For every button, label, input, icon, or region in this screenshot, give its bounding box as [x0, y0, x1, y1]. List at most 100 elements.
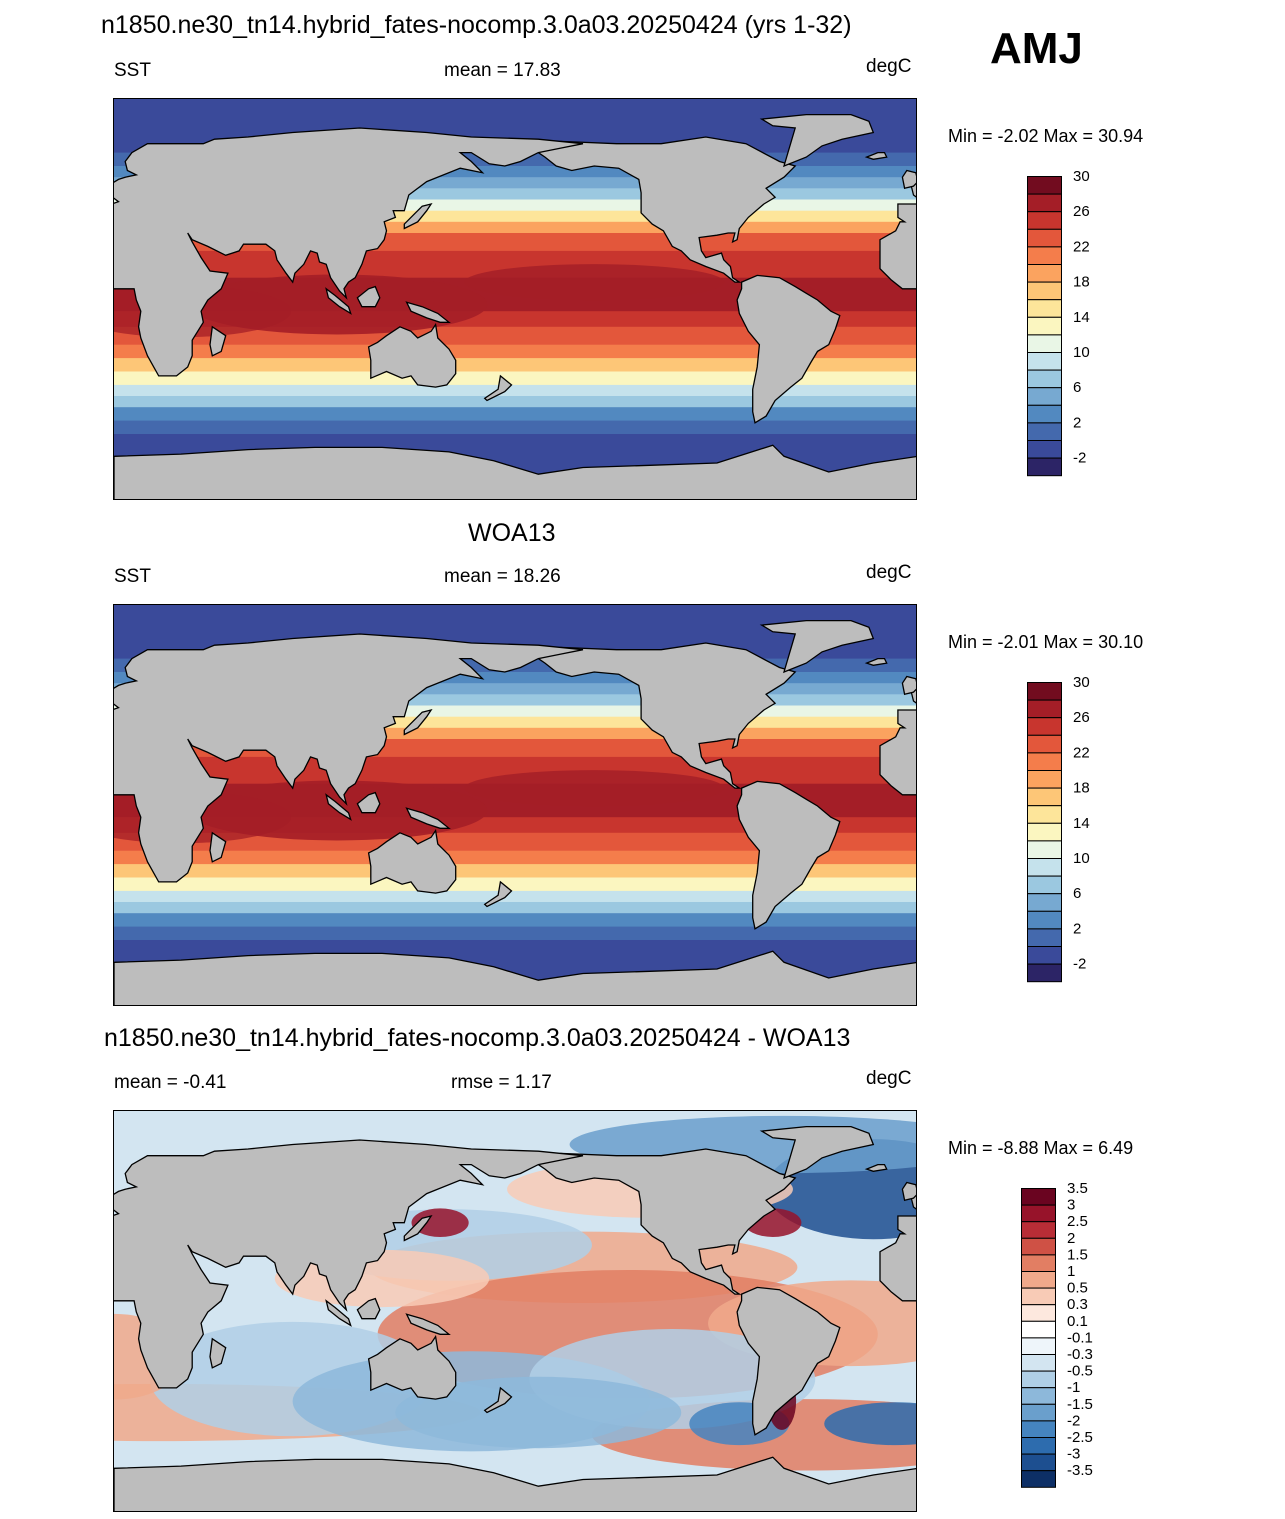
- model-colorbar-color-box: [1027, 404, 1062, 424]
- model-variable-label: SST: [114, 60, 151, 81]
- obs-colorbar-color-box: [1027, 822, 1062, 842]
- model-colorbar-tick-label: 22: [1073, 238, 1090, 255]
- model-colorbar-color-box: [1027, 299, 1062, 318]
- obs-colorbar-color-box: [1027, 893, 1062, 912]
- model-panel-title: n1850.ne30_tn14.hybrid_fates-nocomp.3.0a…: [101, 11, 852, 39]
- model-colorbar-tick-label: 10: [1073, 344, 1090, 361]
- diff-colorbar-color-box: [1021, 1320, 1056, 1339]
- model-colorbar-color-box: [1027, 387, 1062, 406]
- model-colorbar-color-box: [1027, 176, 1062, 195]
- model-colorbar-color-box: [1027, 352, 1062, 371]
- model-colorbar-tick-label: 2: [1073, 414, 1081, 431]
- obs-colorbar-tick-label: 14: [1073, 815, 1090, 832]
- model-units-label: degC: [866, 56, 912, 77]
- diff-colorbar-color-box: [1021, 1387, 1056, 1405]
- diff-colorbar-color-box: [1021, 1254, 1056, 1273]
- obs-colorbar-color-box: [1027, 910, 1062, 930]
- model-colorbar-color-box: [1027, 334, 1062, 353]
- diff-sst-map: [113, 1110, 917, 1512]
- model-colorbar-color-box: [1027, 316, 1062, 336]
- diff-colorbar-color-box: [1021, 1420, 1056, 1438]
- obs-sst-map: [113, 604, 917, 1006]
- diff-colorbar-color-box: [1021, 1470, 1056, 1488]
- season-label: AMJ: [990, 24, 1083, 73]
- obs-panel-title: WOA13: [468, 519, 556, 547]
- obs-colorbar-color-box: [1027, 875, 1062, 895]
- model-colorbar-color-box: [1027, 281, 1062, 301]
- model-colorbar-tick-label: 30: [1073, 168, 1090, 185]
- model-colorbar-color-box: [1027, 264, 1062, 283]
- diff-colorbar-tick-label: 2.5: [1067, 1213, 1088, 1230]
- obs-colorbar-color-box: [1027, 858, 1062, 877]
- obs-colorbar-color-box: [1027, 770, 1062, 789]
- model-sst-map: [113, 98, 917, 500]
- diff-colorbar-tick-label: 1: [1067, 1263, 1075, 1280]
- obs-colorbar: -2 2 6 10 14 18 22 26 30: [1027, 674, 1127, 983]
- obs-variable-label: SST: [114, 566, 151, 587]
- diff-colorbar-color-box: [1021, 1453, 1056, 1472]
- model-colorbar-color-box: [1027, 211, 1062, 230]
- model-mean-label: mean = 17.83: [444, 60, 561, 81]
- diff-colorbar-tick-label: 1.5: [1067, 1246, 1088, 1263]
- obs-colorbar-color-box: [1027, 928, 1062, 947]
- diff-colorbar-tick-label: 3: [1067, 1197, 1075, 1214]
- model-colorbar-tick-label: 6: [1073, 379, 1081, 396]
- diff-minmax-label: Min = -8.88 Max = 6.49: [948, 1138, 1134, 1158]
- obs-colorbar-tick-label: 26: [1073, 709, 1090, 726]
- obs-mean-label: mean = 18.26: [444, 566, 561, 587]
- obs-colorbar-tick-label: 10: [1073, 850, 1090, 867]
- model-colorbar-tick-label: 18: [1073, 274, 1090, 291]
- obs-units-label: degC: [866, 562, 912, 583]
- obs-colorbar-tick-label: 30: [1073, 674, 1090, 691]
- diff-colorbar-color-box: [1021, 1204, 1056, 1223]
- diff-panel-title: n1850.ne30_tn14.hybrid_fates-nocomp.3.0a…: [104, 1024, 851, 1052]
- diff-colorbar-tick-label: 2: [1067, 1230, 1075, 1247]
- diff-colorbar-color-box: [1021, 1237, 1056, 1256]
- diff-colorbar-tick-label: -1.5: [1067, 1396, 1093, 1413]
- diff-colorbar-color-box: [1021, 1271, 1056, 1289]
- diff-colorbar-tick-label: -3: [1067, 1446, 1080, 1463]
- diff-colorbar-color-box: [1021, 1437, 1056, 1455]
- model-colorbar-color-box: [1027, 457, 1062, 477]
- model-colorbar-color-box: [1027, 369, 1062, 389]
- diff-colorbar-tick-label: -3.5: [1067, 1462, 1093, 1479]
- model-colorbar-color-box: [1027, 422, 1062, 441]
- model-colorbar-tick-label: 14: [1073, 309, 1090, 326]
- obs-colorbar-color-box: [1027, 752, 1062, 772]
- obs-colorbar-tick-label: 22: [1073, 744, 1090, 761]
- model-colorbar-color-box: [1027, 246, 1062, 266]
- model-colorbar-tick-label: -2: [1073, 450, 1086, 467]
- diff-colorbar-tick-label: -1: [1067, 1379, 1080, 1396]
- diff-colorbar-color-box: [1021, 1287, 1056, 1306]
- diff-colorbar-tick-label: -2.5: [1067, 1429, 1093, 1446]
- diff-colorbar-tick-label: 0.1: [1067, 1313, 1088, 1330]
- diff-colorbar-tick-label: -0.3: [1067, 1346, 1093, 1363]
- model-colorbar-tick-label: 26: [1073, 203, 1090, 220]
- diff-colorbar-color-box: [1021, 1188, 1056, 1206]
- obs-colorbar-tick-label: -2: [1073, 956, 1086, 973]
- diff-colorbar-color-box: [1021, 1337, 1056, 1355]
- diff-colorbar-color-box: [1021, 1354, 1056, 1372]
- diff-colorbar-tick-label: -0.1: [1067, 1329, 1093, 1346]
- diff-mean-label: mean = -0.41: [114, 1072, 227, 1093]
- diff-colorbar-color-box: [1021, 1403, 1056, 1422]
- obs-colorbar-tick-label: 2: [1073, 920, 1081, 937]
- diff-colorbar-tick-label: -0.5: [1067, 1363, 1093, 1380]
- model-colorbar-color-box: [1027, 228, 1062, 248]
- obs-colorbar-color-box: [1027, 840, 1062, 859]
- obs-colorbar-tick-label: 18: [1073, 780, 1090, 797]
- obs-minmax-label: Min = -2.01 Max = 30.10: [948, 632, 1144, 652]
- obs-colorbar-color-box: [1027, 682, 1062, 701]
- obs-colorbar-color-box: [1027, 946, 1062, 965]
- obs-colorbar-tick-label: 6: [1073, 885, 1081, 902]
- model-colorbar: -2 2 6 10 14 18 22 26 30: [1027, 168, 1127, 477]
- obs-colorbar-color-box: [1027, 699, 1062, 719]
- diff-colorbar-color-box: [1021, 1304, 1056, 1322]
- diff-colorbar-tick-label: 0.5: [1067, 1280, 1088, 1297]
- model-colorbar-color-box: [1027, 440, 1062, 459]
- diff-colorbar-tick-label: 0.3: [1067, 1296, 1088, 1313]
- diff-colorbar: -3.5 -3 -2.5 -2 -1.5 -1 -0.5 -0.3 -0.1 0.1 0.3 0.5 1…: [1021, 1180, 1121, 1489]
- obs-colorbar-color-box: [1027, 805, 1062, 824]
- diff-colorbar-tick-label: 3.5: [1067, 1180, 1088, 1197]
- model-colorbar-color-box: [1027, 193, 1062, 213]
